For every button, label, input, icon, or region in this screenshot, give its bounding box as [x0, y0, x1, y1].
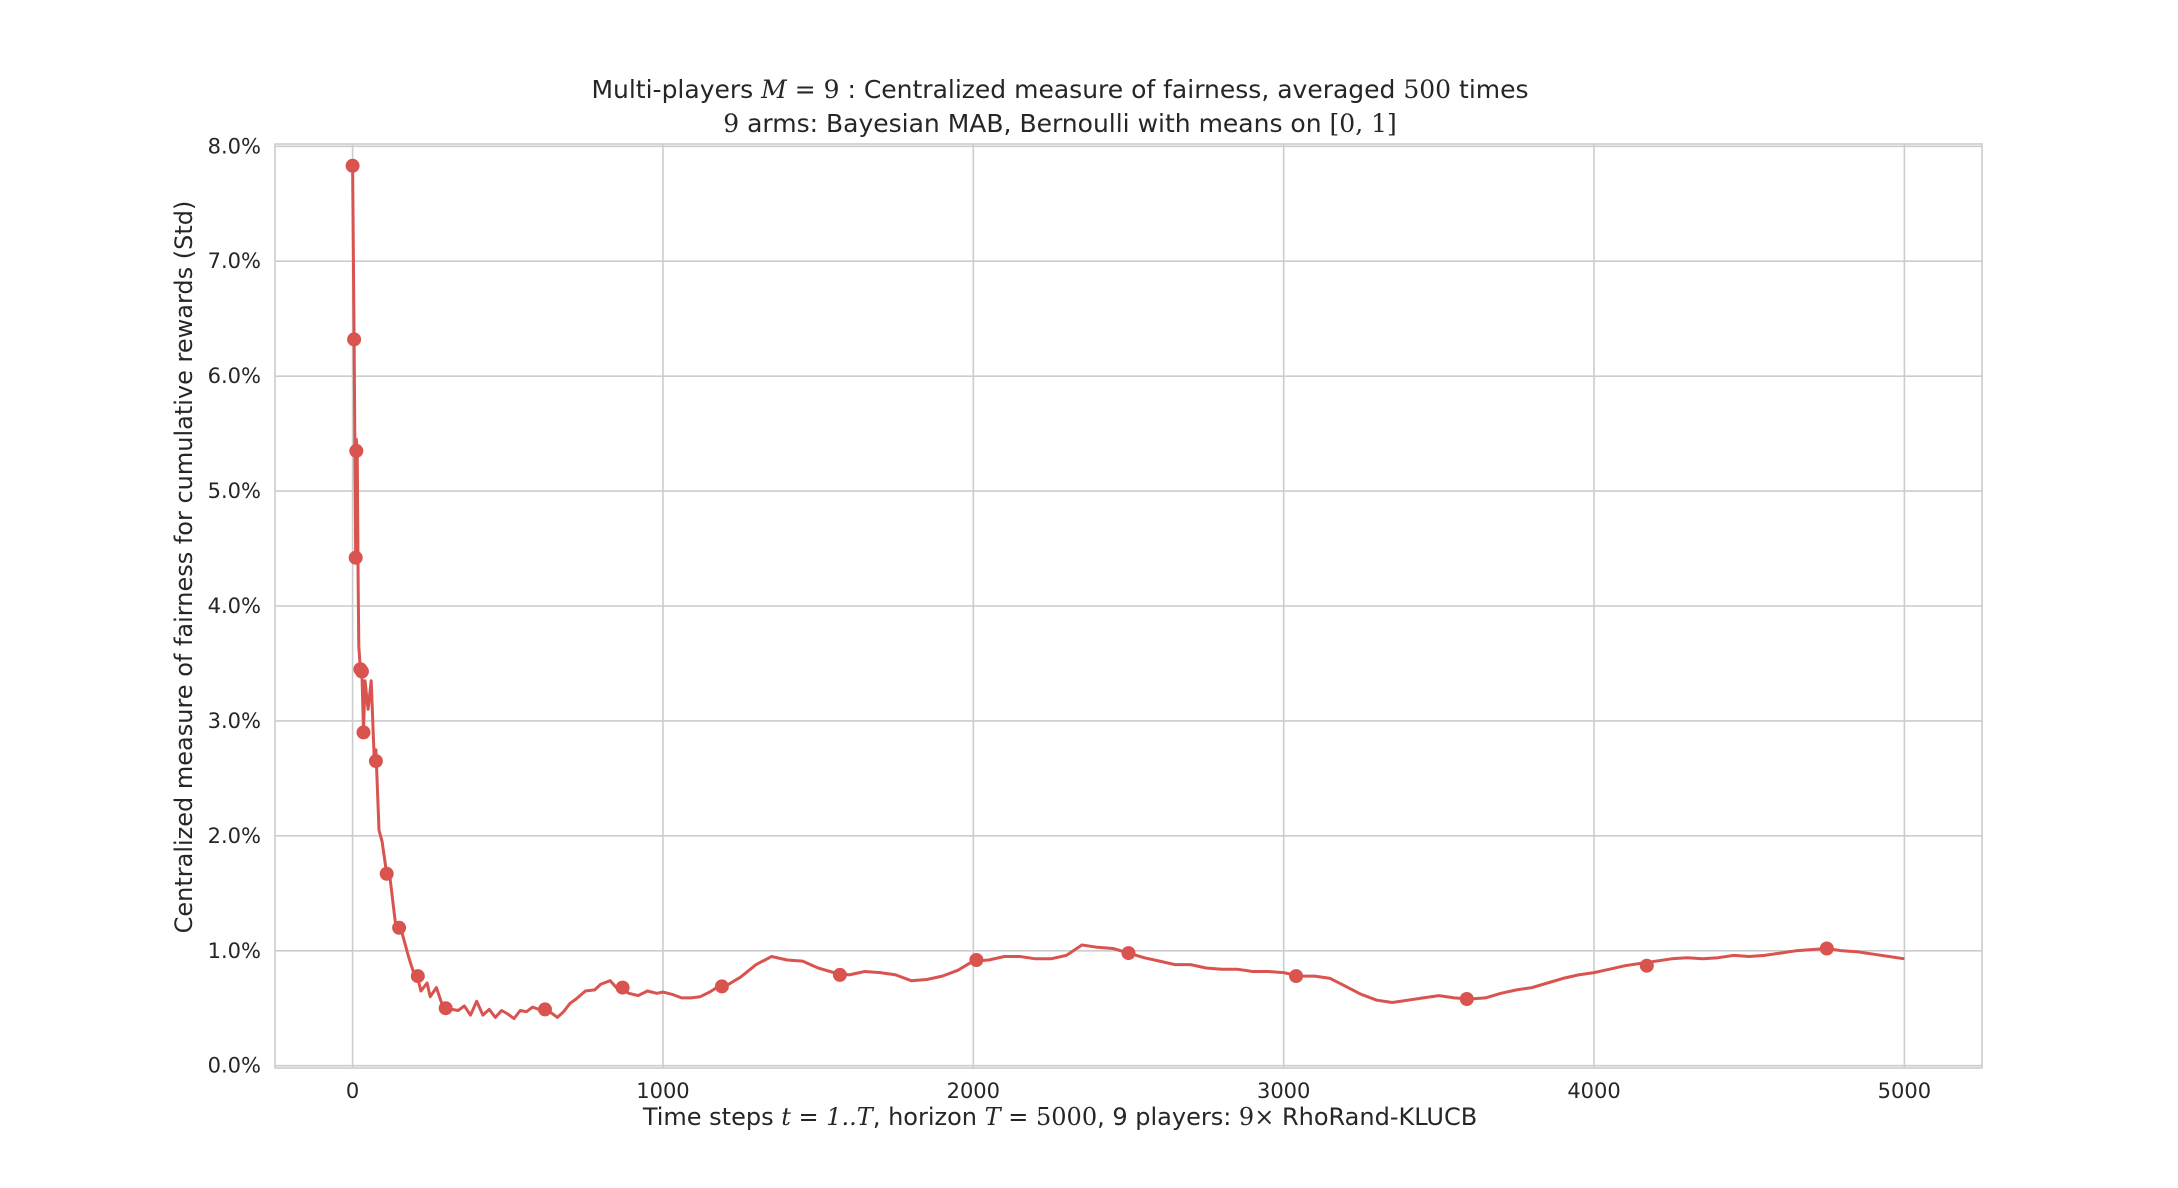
x-tick-label: 0	[346, 1079, 359, 1103]
y-axis-label: Centralized measure of fairness for cumu…	[170, 201, 198, 934]
series-marker	[1819, 941, 1834, 956]
x-tick-label: 1000	[636, 1079, 689, 1103]
series-marker	[348, 550, 363, 565]
series-marker	[1639, 958, 1654, 973]
series-marker	[368, 754, 383, 769]
series-marker	[354, 664, 369, 679]
y-tick-label: 5.0%	[208, 479, 261, 503]
y-tick-label: 6.0%	[208, 364, 261, 388]
series-marker	[379, 866, 394, 881]
x-axis-label: Time steps t = 1..T, horizon T = 5000, 9…	[642, 1103, 1477, 1131]
series-marker	[969, 953, 984, 967]
y-tick-label: 7.0%	[208, 249, 261, 273]
chart-subtitle: 9 arms: Bayesian MAB, Bernoulli with mea…	[723, 109, 1397, 138]
y-tick-label: 0.0%	[208, 1054, 261, 1078]
series-marker	[615, 980, 630, 995]
series-marker	[438, 1001, 453, 1016]
series-marker	[410, 969, 425, 984]
x-tick-label: 5000	[1878, 1079, 1931, 1103]
series-marker	[832, 967, 847, 982]
series-marker	[1459, 992, 1474, 1006]
series-marker	[356, 725, 371, 740]
y-tick-label: 3.0%	[208, 709, 261, 733]
series-marker	[1121, 946, 1136, 961]
series-marker	[345, 158, 360, 173]
series-line	[351, 165, 1905, 1021]
x-tick-label: 4000	[1567, 1079, 1620, 1103]
x-tick-label: 2000	[947, 1079, 1000, 1103]
series-marker	[714, 979, 729, 994]
series-marker	[347, 332, 362, 347]
x-axis-ticks: 0 1000 2000 3000 4000 5000	[346, 1079, 1931, 1103]
grid	[275, 144, 1982, 1068]
y-axis-ticks: 0.0% 1.0% 2.0% 3.0% 4.0% 5.0% 6.0% 7.0% 8.0%	[208, 134, 261, 1077]
series-marker	[538, 1002, 552, 1017]
series-layer	[351, 165, 1905, 1021]
y-tick-label: 1.0%	[208, 939, 261, 963]
plot-frame	[274, 143, 1983, 1069]
y-tick-label: 2.0%	[208, 824, 261, 848]
series-marker	[349, 443, 364, 458]
y-tick-label: 8.0%	[208, 134, 261, 158]
y-tick-label: 4.0%	[208, 594, 261, 618]
marker-layer	[345, 158, 1834, 1017]
series-marker	[392, 920, 407, 935]
chart-title: Multi-players M = 9 : Centralized measur…	[591, 75, 1528, 104]
x-tick-label: 3000	[1257, 1079, 1310, 1103]
series-marker	[1289, 969, 1304, 984]
